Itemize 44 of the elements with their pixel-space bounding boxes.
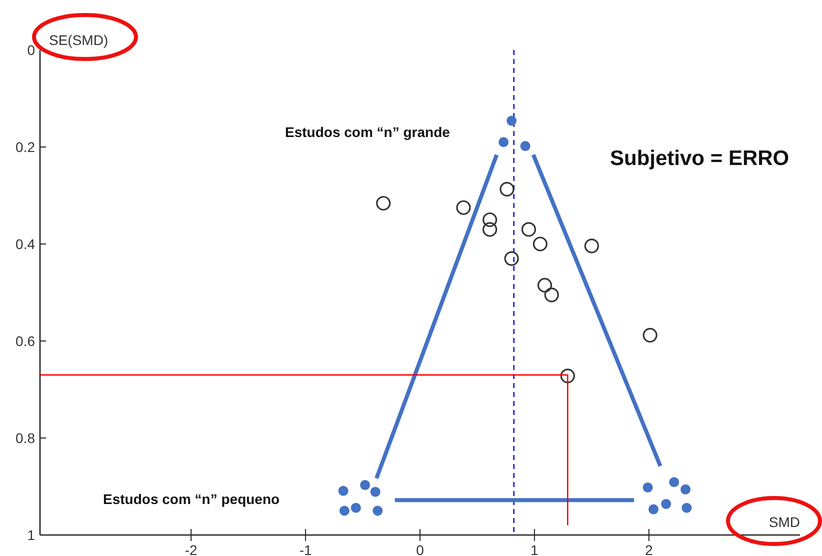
point <box>339 506 350 516</box>
point <box>642 482 653 492</box>
point <box>521 222 536 237</box>
point <box>372 506 383 516</box>
point <box>376 196 391 211</box>
point <box>680 484 691 494</box>
point <box>669 477 680 488</box>
point <box>642 328 658 342</box>
annotation: Estudos com “n” pequeno <box>103 491 280 507</box>
y-tick-label: 0.8 <box>16 430 36 446</box>
point <box>350 502 361 513</box>
point <box>500 182 514 196</box>
y-axis-title: SE(SMD) <box>49 32 108 48</box>
x-tick-label: 2 <box>645 542 654 556</box>
x-tick-label: -1 <box>299 542 312 556</box>
point <box>370 486 380 497</box>
x-tick-label: 0 <box>416 542 424 556</box>
point <box>544 288 559 302</box>
annotation: Subjetivo = ERRO <box>610 147 790 170</box>
y-tick-label: 0 <box>27 42 36 58</box>
y-tick-label: 1 <box>27 527 36 543</box>
point <box>504 251 519 266</box>
x-tick-label: 1 <box>530 542 539 556</box>
point <box>482 222 498 237</box>
point <box>456 200 471 215</box>
y-tick-label: 0.6 <box>16 333 36 349</box>
point <box>682 502 692 513</box>
point <box>584 238 599 254</box>
point <box>648 504 658 514</box>
point <box>532 236 548 252</box>
point <box>506 116 517 126</box>
x-tick-label: -2 <box>184 542 198 556</box>
annotation: Estudos com “n” grande <box>285 124 450 140</box>
y-tick-label: 0.4 <box>16 236 36 252</box>
point <box>360 480 370 490</box>
point <box>482 212 498 228</box>
y-tick-label: 0.2 <box>16 139 36 155</box>
x-axis-title: SMD <box>768 514 800 530</box>
point <box>338 486 348 496</box>
point <box>537 278 552 293</box>
point <box>560 368 575 384</box>
point <box>498 137 509 148</box>
point <box>661 498 672 509</box>
point <box>520 141 530 152</box>
